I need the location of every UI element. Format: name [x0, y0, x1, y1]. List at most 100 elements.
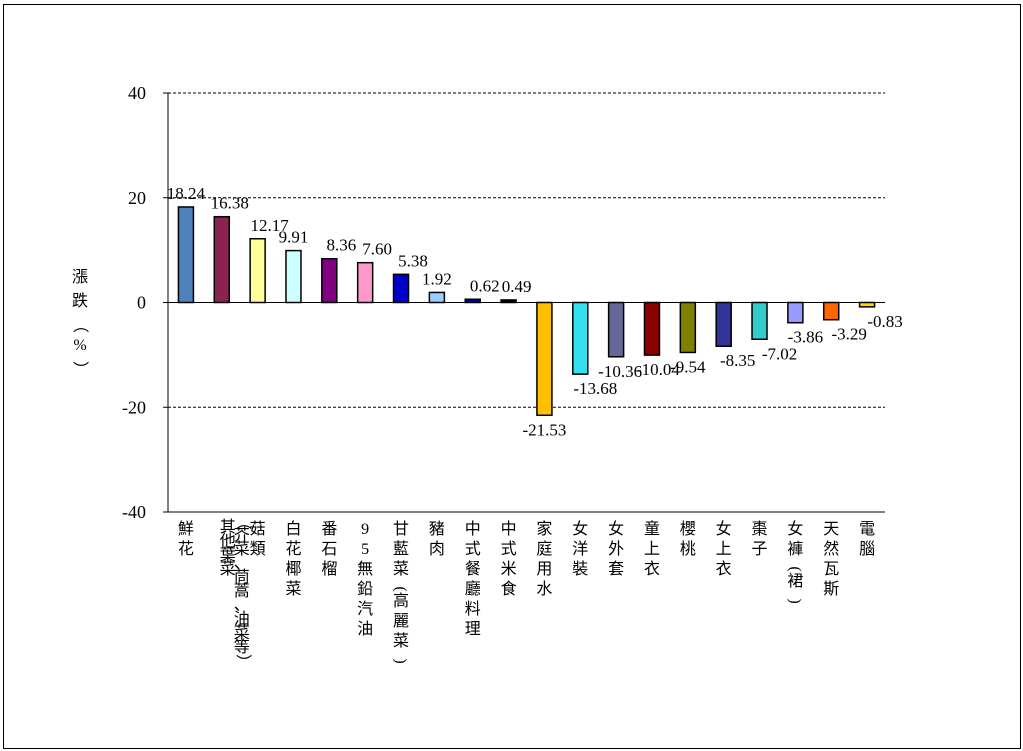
category-label-char: 菜 [285, 580, 301, 598]
value-label: -0.83 [867, 312, 902, 331]
category-label-char: 棗 [752, 520, 768, 538]
category-label-char: 花 [285, 540, 301, 558]
value-label: 1.92 [422, 269, 452, 288]
value-label: -8.35 [720, 351, 755, 370]
bar [787, 301, 804, 324]
category-label-char: 他 [220, 532, 236, 550]
chart-frame [3, 4, 1021, 749]
category-label-char: 餐 [465, 560, 481, 578]
category-label-char: 女 [608, 519, 624, 538]
bar [643, 301, 661, 356]
bar [428, 291, 446, 304]
y-tick-label: -40 [122, 502, 146, 522]
value-label: 5.38 [398, 251, 428, 270]
value-label: -13.68 [573, 379, 617, 398]
y-axis-label-char: % [73, 337, 86, 354]
category-label-char: 椰 [285, 560, 301, 578]
bar [392, 273, 410, 304]
category-label-char: 腦 [859, 540, 875, 558]
category-label-char: ) [392, 658, 409, 663]
category-label-char: 9 [361, 521, 369, 538]
category-label-char: 上 [644, 540, 660, 558]
category-label-char: 菜 [234, 540, 250, 558]
category-label-char: 菜 [220, 560, 236, 578]
bar [607, 301, 625, 358]
bar [464, 298, 481, 304]
category-label-char: 鮮 [178, 520, 194, 538]
category-label-char: 、 [234, 597, 250, 614]
category-label-char: 石 [321, 541, 337, 558]
category-label-char: 瓦 [823, 561, 839, 578]
bar [536, 301, 553, 417]
bar [213, 215, 231, 304]
category-label-char: 其 [220, 518, 236, 536]
category-label-char: 甘 [393, 520, 409, 538]
category-label-char: 理 [465, 621, 481, 638]
value-label: -21.53 [522, 420, 566, 439]
category-label-char: 外 [608, 540, 624, 558]
y-tick-label: 20 [128, 188, 146, 208]
category-label-char: 斯 [823, 580, 839, 598]
category-label-char: 庭 [536, 540, 552, 558]
category-label-char: （ [234, 514, 252, 530]
category-label-char: 花 [178, 540, 194, 558]
category-label-char: 無 [357, 560, 373, 578]
value-label: -7.02 [762, 344, 797, 363]
category-label-char: 女 [572, 519, 588, 538]
value-label: 7.60 [362, 240, 392, 259]
bar [321, 257, 338, 304]
category-label-char: ) [786, 598, 803, 603]
bar [356, 261, 374, 304]
category-label-char: 式 [501, 540, 517, 558]
category-label-char: 裙 [787, 572, 803, 590]
category-label-char: 裝 [572, 560, 588, 578]
category-label-char: 油 [234, 610, 250, 628]
category-label-char: 廳 [465, 579, 481, 598]
category-label-char: 然 [823, 540, 839, 558]
category-label-char: 菜 [393, 632, 409, 650]
category-label-char: 衣 [644, 560, 660, 578]
category-label-char: 等 [234, 638, 250, 656]
value-label: -9.54 [670, 357, 706, 376]
bar [177, 206, 195, 304]
category-label-char: 中 [465, 520, 481, 538]
category-label-char: 洋 [572, 540, 588, 558]
value-label: -3.29 [832, 325, 867, 344]
category-label-char: 中 [501, 520, 517, 538]
y-tick-label: 40 [128, 83, 146, 103]
category-label-char: 茼 [234, 568, 250, 586]
category-label-char: 電 [859, 521, 875, 538]
category-label-char: 高 [393, 592, 409, 610]
bar [751, 301, 768, 341]
value-label: 8.36 [326, 236, 356, 255]
category-label-char: 藍 [393, 540, 409, 558]
category-label-char: 菜 [234, 624, 250, 642]
value-label: 9.91 [279, 228, 309, 247]
value-label: 12.17 [251, 216, 290, 235]
category-label-char: 肉 [429, 540, 445, 558]
category-label-char: 食 [501, 580, 517, 598]
value-label: 0.49 [502, 277, 532, 296]
category-label-char: 5 [361, 541, 369, 558]
category-label-char: 天 [823, 521, 839, 538]
bar [715, 301, 732, 347]
category-label-char: 油 [357, 620, 373, 638]
category-label-char: 套 [608, 560, 624, 578]
category-label-char: 女 [716, 519, 732, 538]
category-label-char: 褲 [787, 540, 803, 558]
category-label-char: 白 [285, 520, 301, 538]
bar [572, 301, 589, 375]
value-label: -10.36 [598, 362, 642, 381]
y-axis-label-char: 漲 [72, 268, 88, 286]
category-label-char: 芥 [234, 526, 250, 544]
category-label-char: 類 [250, 540, 266, 558]
value-label: 0.62 [470, 276, 500, 295]
category-label-char: 衣 [716, 560, 732, 578]
value-label: -3.86 [788, 328, 823, 347]
category-label-char: 用 [536, 561, 552, 578]
value-label: 18.24 [167, 184, 206, 203]
category-label-char: 水 [536, 580, 552, 598]
category-label-char: ( [786, 566, 803, 571]
category-label-char: 女 [787, 519, 803, 538]
value-label: 16.38 [211, 194, 249, 213]
